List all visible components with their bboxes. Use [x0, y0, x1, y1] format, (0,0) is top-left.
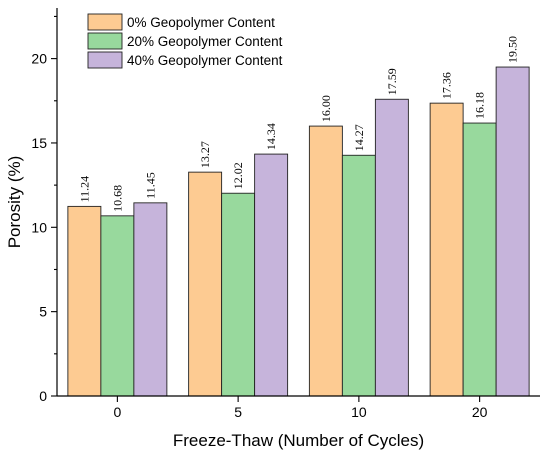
data-label-series2-cat2: 17.59	[385, 68, 399, 95]
data-label-series1-cat3: 16.18	[473, 92, 487, 119]
y-tick-label: 20	[31, 51, 47, 67]
y-tick-label: 15	[31, 135, 47, 151]
bar-series2-cat0	[133, 202, 168, 397]
bar-series1-cat0	[100, 215, 135, 397]
data-label-series1-cat2: 14.27	[352, 124, 366, 151]
x-tick-label: 0	[113, 404, 121, 420]
y-tick-label: 5	[39, 304, 47, 320]
legend-label-1: 20% Geopolymer Content	[127, 34, 283, 49]
y-tick-label: 10	[31, 219, 47, 235]
x-axis-title: Freeze-Thaw (Number of Cycles)	[173, 431, 424, 450]
legend-swatch-0	[87, 13, 123, 31]
x-tick-label: 5	[234, 404, 242, 420]
bar-series2-cat1	[254, 153, 289, 397]
bar-series2-cat2	[374, 98, 409, 397]
data-label-series0-cat0: 11.24	[77, 176, 91, 203]
data-labels-layer: 11.24 10.68 11.45 13.27 12.02 14.34 16.00 14.27…	[77, 36, 519, 212]
y-tick-label: 0	[39, 388, 47, 404]
legend-swatch-1	[87, 32, 123, 50]
axes-layer: 0 5 10 15 20 0 5 10 20	[31, 8, 540, 420]
data-label-series2-cat0: 11.45	[143, 172, 157, 199]
x-tick-label: 20	[472, 404, 488, 420]
bar-series1-cat3	[462, 122, 497, 397]
bar-series1-cat1	[221, 192, 256, 397]
data-label-series0-cat3: 17.36	[440, 72, 454, 99]
bar-series0-cat0	[67, 205, 102, 397]
data-label-series0-cat1: 13.27	[198, 141, 212, 168]
bar-series0-cat3	[429, 102, 464, 397]
x-tick-label: 10	[351, 404, 367, 420]
bar-series0-cat1	[188, 171, 223, 397]
y-axis-title: Porosity (%)	[5, 156, 24, 249]
data-label-series2-cat3: 19.50	[506, 36, 520, 63]
bar-series1-cat2	[341, 154, 376, 397]
legend-label-2: 40% Geopolymer Content	[127, 53, 283, 68]
data-label-series2-cat1: 14.34	[264, 123, 278, 150]
bar-series0-cat2	[308, 125, 343, 397]
legend-label-0: 0% Geopolymer Content	[127, 15, 275, 30]
legend: 0% Geopolymer Content 20% Geopolymer Cont…	[87, 13, 283, 69]
data-label-series1-cat0: 10.68	[110, 185, 124, 212]
legend-swatch-2	[87, 51, 123, 69]
bar-series2-cat3	[495, 66, 530, 397]
data-label-series1-cat1: 12.02	[231, 162, 245, 189]
bars-layer	[67, 66, 530, 397]
data-label-series0-cat2: 16.00	[319, 95, 333, 122]
